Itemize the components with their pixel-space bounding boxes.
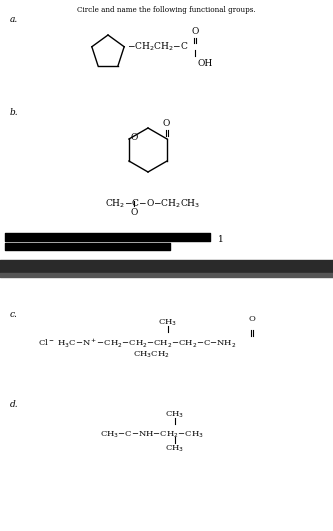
Text: CH$_3$: CH$_3$	[166, 443, 184, 453]
Text: a.: a.	[10, 15, 18, 24]
Text: b.: b.	[10, 108, 19, 117]
Text: d.: d.	[10, 400, 19, 409]
Text: O: O	[163, 119, 170, 128]
Text: Circle and name the following functional groups.: Circle and name the following functional…	[77, 6, 255, 14]
Text: CH$_3$: CH$_3$	[159, 318, 177, 329]
Text: CH$_3$: CH$_3$	[166, 410, 184, 421]
Text: O: O	[191, 27, 199, 36]
Text: CH$_3$CH$_2$: CH$_3$CH$_2$	[133, 349, 170, 359]
Text: $-$CH$_2$CH$_2$$-$C: $-$CH$_2$CH$_2$$-$C	[127, 40, 189, 53]
Text: O: O	[130, 208, 138, 217]
Text: O: O	[131, 133, 138, 141]
Text: CH$_2$$-$C$-$O$-$CH$_2$CH$_3$: CH$_2$$-$C$-$O$-$CH$_2$CH$_3$	[105, 198, 200, 210]
Text: 1: 1	[218, 236, 224, 244]
Text: c.: c.	[10, 310, 18, 319]
Text: O: O	[248, 315, 255, 323]
Text: CH$_3$$-$C$-$NH$-$CH$_2$$-$CH$_3$: CH$_3$$-$C$-$NH$-$CH$_2$$-$CH$_3$	[100, 430, 204, 441]
Text: Cl$^-$ H$_3$C$-$N$^+$$-$CH$_2$$-$CH$_2$$-$CH$_2$$-$CH$_2$$-$C$-$NH$_2$: Cl$^-$ H$_3$C$-$N$^+$$-$CH$_2$$-$CH$_2$$…	[38, 337, 236, 350]
Text: OH: OH	[197, 59, 212, 68]
